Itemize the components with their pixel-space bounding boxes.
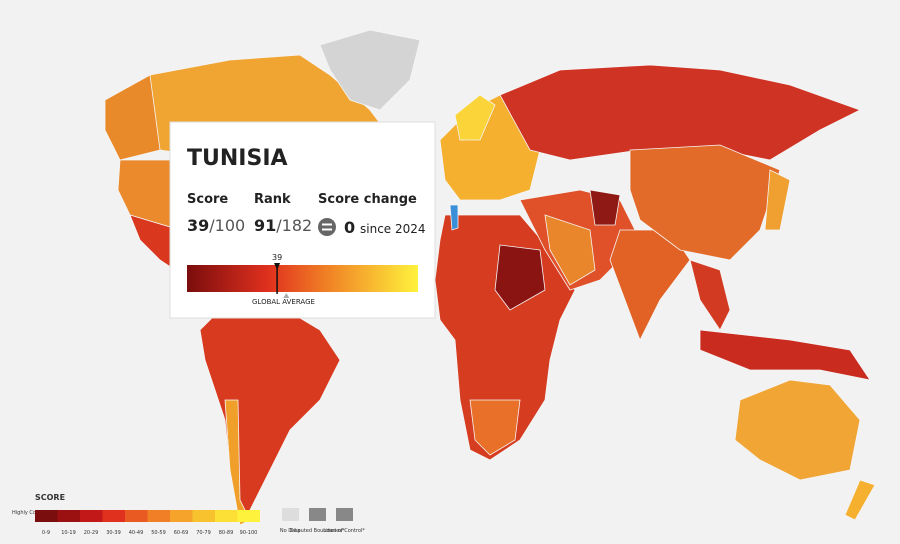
nordics[interactable] — [454, 94, 496, 141]
legend-swatch — [80, 510, 103, 522]
southeast-asia[interactable] — [689, 259, 731, 331]
legend-range-label: 20-29 — [84, 530, 99, 536]
southern-africa[interactable] — [469, 399, 521, 456]
lines-swatch — [336, 508, 353, 521]
russia[interactable] — [499, 64, 862, 161]
legend-swatch — [237, 510, 260, 522]
legend-range-label: 70-79 — [196, 530, 211, 536]
legend-swatch — [102, 510, 125, 522]
sudan[interactable] — [494, 244, 546, 311]
alaska[interactable] — [104, 74, 161, 161]
legend-swatch — [215, 510, 238, 522]
legend-range-label: 90-100 — [240, 530, 258, 536]
score-change: 0 — [344, 218, 355, 237]
disputed-swatch — [309, 508, 326, 521]
legend-range-label: 10-19 — [61, 530, 76, 536]
afghanistan[interactable] — [589, 189, 621, 226]
legend-swatch — [192, 510, 215, 522]
legend-range-label: 80-89 — [219, 530, 234, 536]
legend-range-label: 60-69 — [174, 530, 189, 536]
tooltip: TUNISIA Score Rank Score change 39/100 9… — [169, 121, 436, 319]
china[interactable] — [629, 144, 781, 261]
score-text: 39/100 — [187, 216, 245, 235]
rank-heading: Rank — [254, 192, 291, 207]
indonesia[interactable] — [699, 329, 871, 381]
score-marker-head — [274, 263, 281, 270]
legend-swatch — [170, 510, 193, 522]
australia[interactable] — [734, 379, 861, 481]
no-data-swatch — [282, 508, 299, 521]
legend-low-label: Highly Corrupt — [12, 510, 48, 516]
legend-title: SCORE — [35, 493, 65, 502]
japan[interactable] — [764, 169, 791, 231]
lines-label: Lines of Control* — [323, 528, 365, 534]
no-data-label: No Data — [280, 528, 300, 534]
legend-range-label: 50-59 — [151, 530, 166, 536]
equal-icon — [318, 218, 336, 236]
global-average-label: GLOBAL AVERAGE — [252, 298, 315, 306]
country-name: TUNISIA — [187, 146, 288, 171]
saudi-arabia[interactable] — [544, 214, 596, 286]
legend-range-label: 0-9 — [42, 530, 50, 536]
tunisia[interactable] — [449, 204, 459, 231]
score-heading: Score — [187, 192, 228, 207]
global-average-marker — [283, 293, 290, 298]
score: 39 — [187, 216, 209, 235]
legend: SCORE Highly Corrupt No Data Disputed Bo… — [12, 493, 365, 536]
rank: 91 — [254, 216, 276, 235]
score-marker-label: 39 — [272, 253, 282, 262]
legend-swatch — [147, 510, 170, 522]
change-since: since 2024 — [360, 222, 426, 236]
rank-text: 91/182 — [254, 216, 312, 235]
legend-range-label: 30-39 — [106, 530, 121, 536]
disputed-label: Disputed Boundaries* — [290, 528, 345, 534]
new-zealand[interactable] — [844, 479, 876, 521]
legend-swatch — [35, 510, 58, 522]
legend-range-label: 40-49 — [129, 530, 144, 536]
legend-swatch — [125, 510, 148, 522]
legend-swatch — [57, 510, 80, 522]
change-heading: Score change — [318, 192, 417, 207]
score-max: /100 — [209, 216, 245, 235]
rank-total: /182 — [276, 216, 312, 235]
greenland[interactable] — [319, 29, 421, 111]
score-bar — [187, 265, 418, 292]
